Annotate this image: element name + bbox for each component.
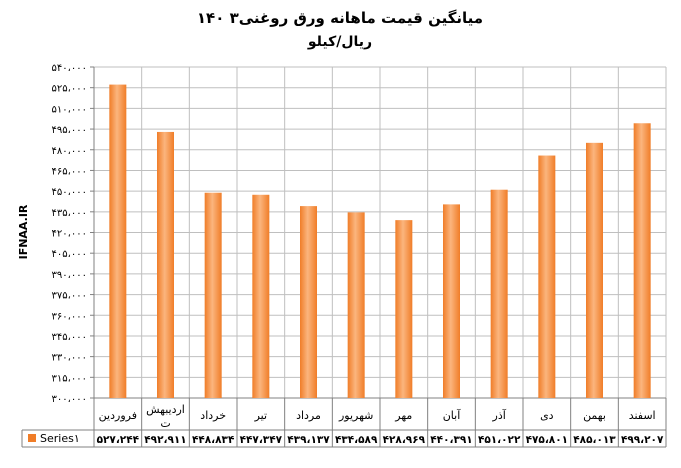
data-label: ۴۲۸،۹۶۹ (383, 434, 426, 446)
y-tick-label: ۵۲۵،۰۰۰ (52, 84, 87, 95)
y-tick-label: ۴۳۵،۰۰۰ (52, 208, 87, 219)
bar (586, 142, 603, 398)
bar (538, 155, 556, 398)
data-label: ۴۸۵،۰۱۳ (573, 434, 616, 446)
data-label: ۴۵۱،۰۲۲ (478, 434, 521, 446)
gridlines (93, 66, 667, 402)
y-tick-label: ۵۴۰،۰۰۰ (52, 63, 87, 74)
bar (347, 212, 365, 398)
data-label: ۴۹۹،۲۰۷ (621, 434, 664, 446)
y-tick-label: ۳۱۵،۰۰۰ (52, 373, 87, 384)
x-tick-label: مرداد (296, 409, 321, 422)
x-tick-label: شهریور (338, 409, 373, 422)
x-tick-label: آبان (443, 408, 461, 422)
x-tick-label: دی (540, 409, 554, 422)
y-tick-label: ۳۳۰،۰۰۰ (52, 353, 87, 364)
chart-subtitle: ریال/کیلو (307, 34, 372, 50)
y-tick-label: ۴۶۵،۰۰۰ (52, 166, 87, 177)
data-label: ۴۴۷،۳۴۷ (240, 434, 283, 446)
x-tick-label: اسفند (629, 409, 656, 422)
data-label: ۴۳۴،۵۸۹ (335, 434, 378, 446)
data-label: ۴۴۰،۳۹۱ (430, 434, 472, 446)
x-tick-label: آذر (492, 408, 507, 422)
y-tick-label: ۴۰۵،۰۰۰ (52, 249, 87, 260)
bar (395, 220, 413, 398)
chart-title: میانگین قیمت ماهانه ورق روغنی۳ ۱۴۰ (197, 9, 483, 27)
bar (300, 206, 317, 398)
data-label: ۴۹۲،۹۱۱ (144, 434, 186, 446)
legend-label: Series۱ (40, 432, 80, 445)
bar (204, 192, 222, 398)
data-label: ۴۷۵،۸۰۱ (526, 434, 568, 446)
bar (443, 204, 460, 398)
data-label: ۴۴۸،۸۳۴ (192, 434, 235, 446)
legend-swatch (28, 434, 36, 442)
data-label: ۴۳۹،۱۳۷ (287, 434, 330, 446)
y-tick-label: ۳۷۵،۰۰۰ (52, 291, 87, 302)
bars (109, 84, 651, 398)
x-tick-label: خرداد (200, 409, 226, 422)
data-label: ۵۲۷،۲۴۴ (97, 434, 140, 446)
bar (490, 189, 508, 398)
bar (109, 84, 127, 398)
bar (252, 194, 270, 398)
y-tick-label: ۴۹۵،۰۰۰ (52, 125, 87, 136)
y-tick-label: ۴۲۰،۰۰۰ (52, 229, 87, 240)
y-tick-label: ۳۹۰،۰۰۰ (52, 270, 87, 281)
y-tick-label: ۳۴۵،۰۰۰ (52, 332, 87, 343)
y-tick-label: ۴۸۰،۰۰۰ (52, 146, 87, 157)
y-axis-ticks: ۳۰۰،۰۰۰ ۳۱۵،۰۰۰ ۳۳۰،۰۰۰ ۳۴۵،۰۰۰ ۳۶۰،۰۰۰ ۳۷۵،۰… (52, 63, 94, 405)
x-tick-label: فروردین (99, 409, 137, 422)
y-tick-label: ۴۵۰،۰۰۰ (52, 187, 87, 198)
x-tick-label: اردیبهش (146, 403, 185, 416)
x-tick-label: مهر (394, 409, 412, 422)
y-axis-label: IFNAA.IR (17, 204, 30, 259)
x-tick-label: تیر (254, 409, 267, 422)
y-tick-label: ۳۰۰،۰۰۰ (52, 394, 87, 405)
bar (633, 123, 651, 398)
y-tick-label: ۵۱۰،۰۰۰ (52, 104, 87, 115)
x-tick-label: ت (160, 417, 170, 430)
y-tick-label: ۳۶۰،۰۰۰ (52, 311, 87, 322)
bar (157, 131, 174, 398)
x-tick-label: بهمن (583, 409, 606, 422)
